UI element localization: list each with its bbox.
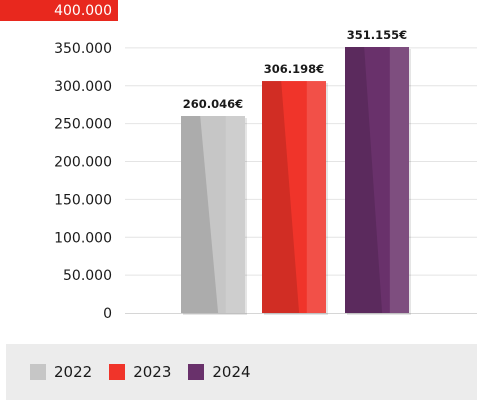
y-tick-label: 100.000 [54,230,112,246]
bar-highlight-right [306,81,326,313]
y-tick-label: 150.000 [54,192,112,208]
bar-body [262,81,326,313]
data-labels: 260.046€ 306.198€ 351.155€ [183,28,407,111]
bar-chart: 0 50.000 100.000 150.000 200.000 250.000 300.0… [0,0,477,322]
y-tick-label: 0 [103,306,112,322]
bar-value-label: 306.198€ [264,62,324,76]
y-tick-label: 350.000 [54,41,112,57]
y-tick-label: 50.000 [63,268,112,284]
legend-swatch [188,364,205,380]
bar-body [345,47,409,313]
bar-value-label: 351.155€ [347,28,407,42]
legend-label: 2022 [54,363,93,381]
bar-shade-left [181,116,219,313]
y-tick-label: 300.000 [54,79,112,95]
bar-2022 [181,116,247,315]
bar-2024 [345,47,411,315]
bar-body [181,116,245,313]
legend-label: 2024 [212,363,251,381]
bar-2023 [262,81,328,315]
bar-shade-left [345,47,383,313]
bar-highlight-right [389,47,409,313]
y-tick-label: 250.000 [54,117,112,133]
y-axis: 0 50.000 100.000 150.000 200.000 250.000 300.0… [0,0,118,322]
y-tick-label: 400.000 [54,3,112,19]
legend-label: 2023 [133,363,172,381]
bars [181,47,411,315]
legend-swatch [109,364,126,380]
bar-shade-left [262,81,300,313]
legend-item-2024: 2024 [188,363,251,381]
bar-value-label: 260.046€ [183,97,243,111]
legend-item-2023: 2023 [109,363,171,381]
legend: 2022 2023 2024 [6,344,477,400]
legend-swatch [30,364,46,380]
y-tick-label: 200.000 [54,155,112,171]
bar-highlight-right [225,116,245,313]
top-tick-highlight [0,0,118,21]
legend-item-2022: 2022 [30,363,92,381]
